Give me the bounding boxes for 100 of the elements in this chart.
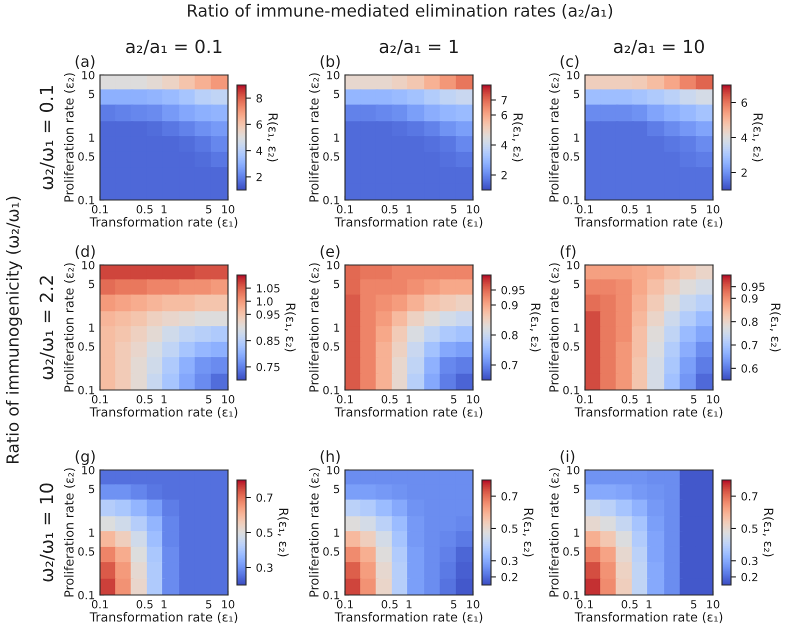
- chart-title: (a): [76, 55, 94, 69]
- y-axis-title: Proliferation rate (ε₂): [64, 263, 76, 392]
- color-bar-title: R(ε₁, ε₂): [530, 304, 541, 352]
- x-tick-label: 1: [162, 395, 167, 404]
- y-tick-label: 10: [82, 70, 94, 80]
- color-bar-title: R(ε₁, ε₂): [266, 114, 278, 162]
- x-tick-label: 10: [467, 600, 480, 608]
- color-bar-label: 6: [502, 110, 508, 120]
- y-tick-label: 1: [574, 324, 580, 332]
- color-bar-label: 0.8: [741, 318, 758, 326]
- y-tick-label: 10: [567, 466, 580, 474]
- x-axis-title: Transformation rate (ε₁): [90, 217, 238, 228]
- x-axis-title: Transformation rate (ε₁): [574, 217, 722, 228]
- chart-title: (c): [560, 55, 578, 69]
- color-bar-label: 0.75: [256, 362, 280, 372]
- y-tick-label: 0.1: [323, 590, 340, 600]
- y-tick-label: 5: [334, 90, 340, 98]
- color-bar-label: 0.5: [741, 524, 758, 533]
- x-tick-label: 5: [451, 395, 456, 404]
- color-bar-label: 0.3: [501, 556, 518, 566]
- color-bar-title: R(ε₁, ε₂): [284, 304, 296, 352]
- y-tick-label: 0.1: [78, 196, 94, 204]
- y-axis-title: Proliferation rate (ε₂): [308, 73, 320, 202]
- y-axis-title: Proliferation rate (ε₂): [548, 73, 560, 202]
- y-axis-title: Proliferation rate (ε₂): [308, 468, 320, 597]
- y-tick-label: 0.1: [78, 590, 94, 600]
- color-bar-label: 0.85: [256, 336, 280, 346]
- color-bar-label: 0.95: [741, 282, 764, 292]
- x-tick-label: 1: [162, 205, 167, 214]
- color-bar-label: 0.95: [256, 310, 280, 319]
- y-tick-label: 0.5: [78, 547, 94, 556]
- y-tick-label: 10: [327, 466, 340, 474]
- y-tick-label: 0.1: [78, 386, 94, 394]
- chart-title: (h): [320, 450, 340, 464]
- x-tick-label: 10: [707, 395, 720, 404]
- text: Ratio of immune-mediated elimination rates (a₂/a₁): [188, 4, 612, 19]
- x-tick-label: 0.5: [136, 205, 153, 214]
- x-tick-label: 0.5: [382, 600, 398, 608]
- y-tick-label: 0.1: [563, 386, 580, 394]
- color-bar-label: 6: [742, 98, 748, 107]
- color-bar-title: R(ε₁, ε₂): [770, 304, 781, 352]
- y-tick-label: 0.5: [323, 152, 340, 161]
- color-bar-label: 0.6: [741, 364, 758, 373]
- chart-title: (g): [76, 450, 95, 465]
- y-tick-label: 5: [574, 90, 580, 98]
- y-tick-label: 0.5: [78, 342, 94, 351]
- x-tick-label: 5: [451, 205, 456, 214]
- y-tick-label: 10: [567, 70, 580, 80]
- x-tick-label: 0.5: [622, 395, 638, 404]
- x-tick-label: 1: [406, 205, 412, 214]
- x-axis-title: Transformation rate (ε₁): [574, 612, 722, 624]
- chart-subtitle: a₂/a₁ = 10: [614, 40, 704, 55]
- color-bar-label: 4: [256, 146, 262, 155]
- color-bar-label: 0.2: [741, 572, 758, 582]
- y-tick-label: 10: [82, 466, 94, 474]
- chart-title: (f): [560, 245, 576, 259]
- x-axis-title: Transformation rate (ε₁): [90, 612, 238, 624]
- x-tick-label: 5: [206, 205, 212, 214]
- y-tick-label: 0.5: [563, 152, 580, 161]
- x-tick-label: 5: [691, 205, 696, 214]
- y-tick-label: 10: [82, 260, 94, 270]
- color-bar-label: 4: [501, 141, 508, 150]
- color-bar-label: 2: [256, 172, 262, 182]
- x-tick-label: 10: [222, 395, 234, 404]
- x-tick-label: 1: [646, 395, 652, 404]
- color-bar-label: 0.5: [256, 528, 272, 537]
- y-tick-label: 1: [574, 528, 580, 537]
- y-tick-label: 0.5: [563, 547, 580, 556]
- y-tick-label: 0.1: [563, 196, 580, 204]
- color-bar-title: R(ε₁, ε₂): [752, 114, 764, 162]
- x-tick-label: 1: [406, 600, 412, 608]
- x-tick-label: 10: [222, 600, 234, 608]
- y-axis-title: Proliferation rate (ε₂): [308, 263, 320, 392]
- color-bar-title: R(ε₁, ε₂): [762, 508, 774, 556]
- color-bar-title: R(ε₁, ε₂): [522, 508, 534, 556]
- x-axis-title: Transformation rate (ε₁): [334, 612, 482, 624]
- y-tick-label: 1: [334, 528, 340, 537]
- color-bar-title: R(ε₁, ε₂): [512, 114, 524, 162]
- color-bar-label: 0.7: [741, 340, 758, 350]
- x-axis-title: Transformation rate (ε₁): [574, 407, 722, 418]
- y-tick-label: 10: [327, 70, 340, 80]
- color-bar-label: 0.7: [501, 492, 518, 501]
- x-tick-label: 10: [707, 205, 720, 214]
- chart-subtitle: a₂/a₁ = 0.1: [126, 40, 222, 55]
- y-tick-label: 5: [334, 484, 340, 494]
- x-tick-label: 1: [162, 600, 167, 608]
- y-tick-label: 0.1: [323, 386, 340, 394]
- x-tick-label: 1: [646, 600, 652, 608]
- color-bar-label: 7: [502, 96, 507, 104]
- x-axis-title: Transformation rate (ε₁): [90, 407, 238, 418]
- x-tick-label: 10: [707, 600, 720, 608]
- y-tick-label: 5: [574, 280, 580, 288]
- y-tick-label: 0.5: [563, 342, 580, 351]
- color-bar-label: 8: [256, 94, 262, 103]
- y-axis-title: Proliferation rate (ε₂): [64, 73, 76, 202]
- x-tick-label: 10: [467, 205, 480, 214]
- color-bar-label: 1.0: [256, 297, 273, 306]
- color-bar-label: 0.2: [501, 572, 518, 582]
- color-bar-label: 1.05: [256, 284, 280, 293]
- y-tick-label: 5: [88, 484, 94, 494]
